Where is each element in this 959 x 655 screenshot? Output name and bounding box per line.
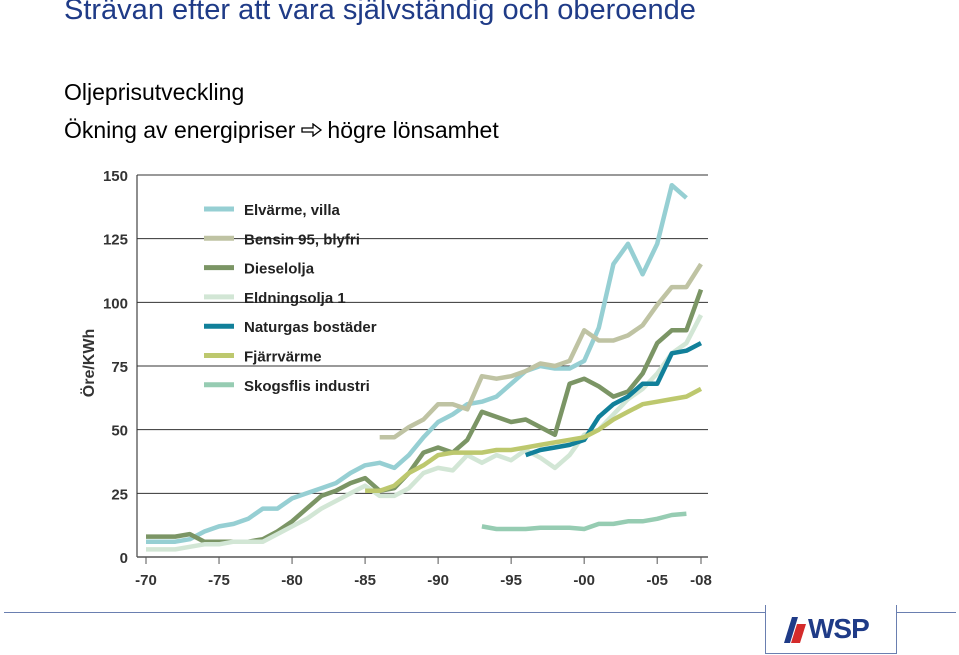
chart-grid [136,174,708,558]
x-tick-label: -85 [354,572,376,589]
chart-series [146,182,704,552]
legend-label: Elvärme, villa [244,202,341,219]
subtitle-energy-prices: Ökning av energipriser högre lönsamhet [64,117,499,144]
x-tick-label: -80 [281,572,303,589]
series-line [146,182,688,544]
series-line [365,386,703,494]
x-tick-label: -00 [573,572,595,589]
page-title: Strävan efter att vara självständig och … [64,0,696,26]
y-tick-label: 100 [103,295,128,312]
x-tick-label: -75 [208,572,230,589]
legend-label: Bensin 95, blyfri [244,231,360,248]
y-tick-label: 50 [111,423,128,440]
legend-label: Fjärrvärme [244,349,322,366]
series-line [379,262,703,440]
x-tick-label: -08 [690,572,712,589]
y-tick-label: 75 [111,359,128,376]
x-tick-label: -95 [500,572,522,589]
chart-legend: Elvärme, villa Bensin 95, blyfri Dieselolj… [204,202,377,395]
y-tick-label: 125 [103,232,128,249]
wsp-logo-mark-icon [784,617,806,643]
series-line [524,341,703,458]
series-line [146,314,703,552]
y-tick-label: 150 [103,168,128,185]
legend-label: Skogsflis industri [244,378,370,395]
series-line [481,511,687,532]
x-tick-label: -05 [646,572,668,589]
y-tick-label: 0 [120,550,128,567]
arrow-right-icon [301,123,323,137]
subtitle-oil-price: Oljeprisutveckling [64,79,245,105]
wsp-logo-text: WSP [808,613,870,644]
legend-label: Eldningsolja 1 [244,290,346,307]
y-tick-label: 25 [111,486,128,503]
x-tick-label: -90 [427,572,449,589]
wsp-logo: WSP [765,605,897,654]
x-tick-label: -70 [135,572,157,589]
legend-label: Naturgas bostäder [244,319,377,336]
chart-ticks: 0 25 50 75 100 125 150 -70 -75 -80 -85 -90 -95 -00 -05… [103,168,712,589]
y-axis-label: Öre/KWh [79,329,98,397]
subtitle-energy-prices-left: Ökning av energipriser [64,117,296,143]
subtitle-energy-prices-right: högre lönsamhet [327,117,499,143]
footer-divider [4,612,956,613]
legend-label: Dieselolja [244,261,315,278]
